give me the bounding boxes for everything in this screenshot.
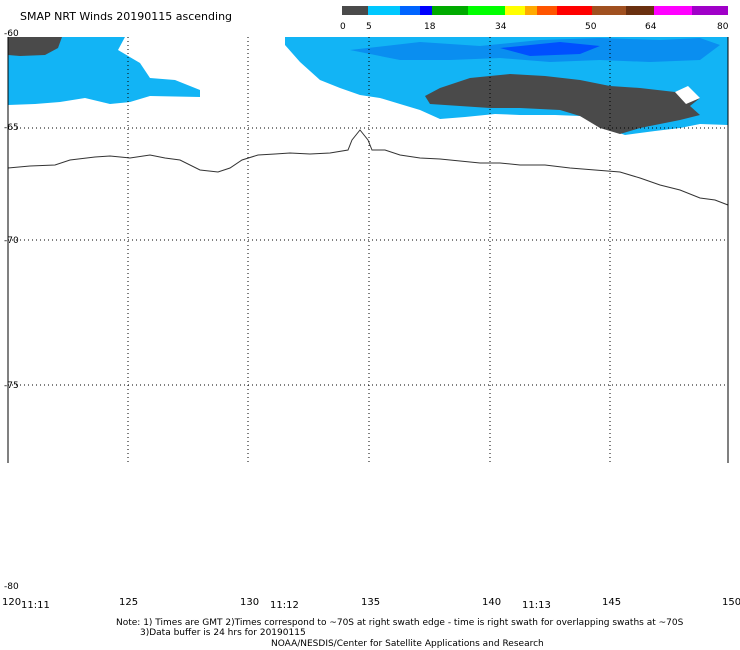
- colorbar-seg-13: [692, 6, 728, 15]
- colorbar-label-18: 18: [424, 22, 436, 32]
- time-label-1: 11:11: [21, 600, 50, 611]
- note-line-1: Note: 1) Times are GMT 2)Times correspon…: [116, 618, 684, 628]
- time-label-3: 11:13: [522, 600, 551, 611]
- note-line-2: 3)Data buffer is 24 hrs for 20190115: [140, 628, 306, 638]
- colorbar-seg-11: [626, 6, 654, 15]
- lon-label-120: 120: [2, 597, 21, 608]
- coastline: [7, 129, 729, 206]
- colorbar-label-80: 80: [717, 22, 729, 32]
- colorbar-label-0: 0: [340, 22, 346, 32]
- lon-label-140: 140: [482, 597, 501, 608]
- colorbar-seg-4: [432, 6, 468, 15]
- wind-swath-left: [8, 37, 200, 105]
- color-bar: 0 5 18 34 50 64 80: [340, 6, 729, 32]
- colorbar-seg-2: [400, 6, 420, 15]
- lat-label-60: -60: [4, 29, 19, 39]
- map-title: SMAP NRT Winds 20190115 ascending: [20, 10, 232, 23]
- lat-label-65: -65: [4, 123, 19, 133]
- colorbar-seg-0: [342, 6, 368, 15]
- colorbar-seg-12: [654, 6, 692, 15]
- note-line-3: NOAA/NESDIS/Center for Satellite Applica…: [271, 639, 544, 649]
- colorbar-seg-8: [537, 6, 557, 15]
- colorbar-seg-6: [505, 6, 525, 15]
- colorbar-label-5: 5: [366, 22, 372, 32]
- wind-swath-right: [285, 37, 728, 135]
- colorbar-label-50: 50: [585, 22, 597, 32]
- lon-label-150: 150: [722, 597, 740, 608]
- map-frame: [7, 37, 729, 463]
- lat-label-75: -75: [4, 381, 19, 391]
- lon-label-135: 135: [361, 597, 380, 608]
- lat-label-80: -80: [4, 582, 19, 592]
- colorbar-seg-3: [420, 6, 432, 15]
- lon-label-145: 145: [602, 597, 621, 608]
- colorbar-seg-1: [368, 6, 400, 15]
- lon-label-130: 130: [240, 597, 259, 608]
- time-label-2: 11:12: [270, 600, 299, 611]
- colorbar-seg-5: [468, 6, 505, 15]
- colorbar-label-34: 34: [495, 22, 507, 32]
- lat-label-70: -70: [4, 236, 19, 246]
- grid: [8, 37, 728, 463]
- colorbar-seg-9: [557, 6, 592, 15]
- colorbar-seg-7: [525, 6, 537, 15]
- colorbar-label-64: 64: [645, 22, 657, 32]
- colorbar-seg-10: [592, 6, 626, 15]
- lon-label-125: 125: [119, 597, 138, 608]
